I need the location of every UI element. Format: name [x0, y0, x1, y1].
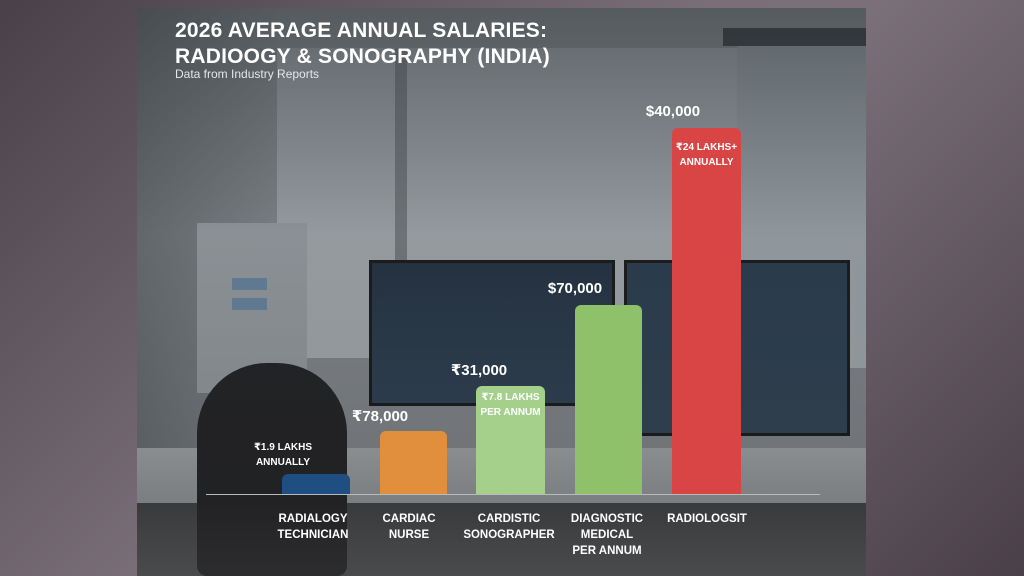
bar-label-line: ₹24 LAKHS+ [675, 142, 738, 153]
chart-subtitle: Data from Industry Reports [175, 67, 320, 81]
chart-panel: 2026 AVERAGE ANNUAL SALARIES: RADIOOGY &… [137, 8, 866, 576]
bar-label-line: ₹7.8 LAKHS [481, 392, 540, 403]
x-axis-baseline [206, 494, 820, 495]
category-label-line: RADIOLOGSIT [667, 513, 747, 525]
category-label-line: CARDISTIC [477, 513, 541, 525]
bar-label-line: ₹1.9 LAKHS [253, 442, 313, 453]
category-label-cardistic-sonographer: CARDISTIC SONOGRAPHER [449, 511, 569, 543]
category-label-radiologsit: RADIOLOGSIT [647, 511, 767, 527]
chart-title-line-2: RADIOOGY & SONOGRAPHY (INDIA) [175, 45, 550, 68]
chart-title: 2026 AVERAGE ANNUAL SALARIES: RADIOOGY &… [175, 18, 550, 70]
chart-title-line-1: 2026 AVERAGE ANNUAL SALARIES: [175, 19, 548, 42]
bar-cardistic-sonographer: ₹7.8 LAKHS PER ANNUM [476, 386, 545, 494]
category-label-line: PER ANNUM [572, 545, 642, 557]
bar-inner-label: ₹24 LAKHS+ ANNUALLY [672, 140, 741, 170]
bar-radiologsit: ₹24 LAKHS+ ANNUALLY [672, 128, 741, 494]
value-label-cardiac-nurse: ₹78,000 [351, 408, 409, 425]
bar-label-radialogy-technician: ₹1.9 LAKHS ANNUALLY [223, 440, 343, 470]
category-label-line: SONOGRAPHER [463, 529, 555, 541]
bar-inner-label: ₹7.8 LAKHS PER ANNUM [476, 390, 545, 420]
bar-label-line: ANNUALLY [255, 457, 311, 468]
bar-label-line: ANNUALLY [679, 157, 734, 168]
category-label-line: NURSE [388, 529, 430, 541]
category-label-line: TECHNICIAN [277, 529, 349, 541]
category-label-radialogy-technician: RADIALOGY TECHNICIAN [253, 511, 373, 543]
bar-diagnostic-medical [575, 305, 642, 494]
category-label-cardiac-nurse: CARDIAC NURSE [349, 511, 469, 543]
category-label-line: MEDICAL [580, 529, 634, 541]
bar-label-line: PER ANNUM [480, 407, 541, 418]
value-label-cardistic-sonographer: ₹31,000 [450, 362, 508, 379]
category-label-diagnostic-medical: DIAGNOSTIC MEDICAL PER ANNUM [547, 511, 667, 559]
bar-radialogy-technician [282, 474, 350, 494]
category-label-line: CARDIAC [382, 513, 436, 525]
value-label-radiologsit: $40,000 [645, 103, 701, 120]
value-label-diagnostic-medical: $70,000 [547, 280, 603, 297]
bar-cardiac-nurse [380, 431, 447, 494]
category-label-line: RADIALOGY [278, 513, 348, 525]
category-label-line: DIAGNOSTIC [570, 513, 644, 525]
